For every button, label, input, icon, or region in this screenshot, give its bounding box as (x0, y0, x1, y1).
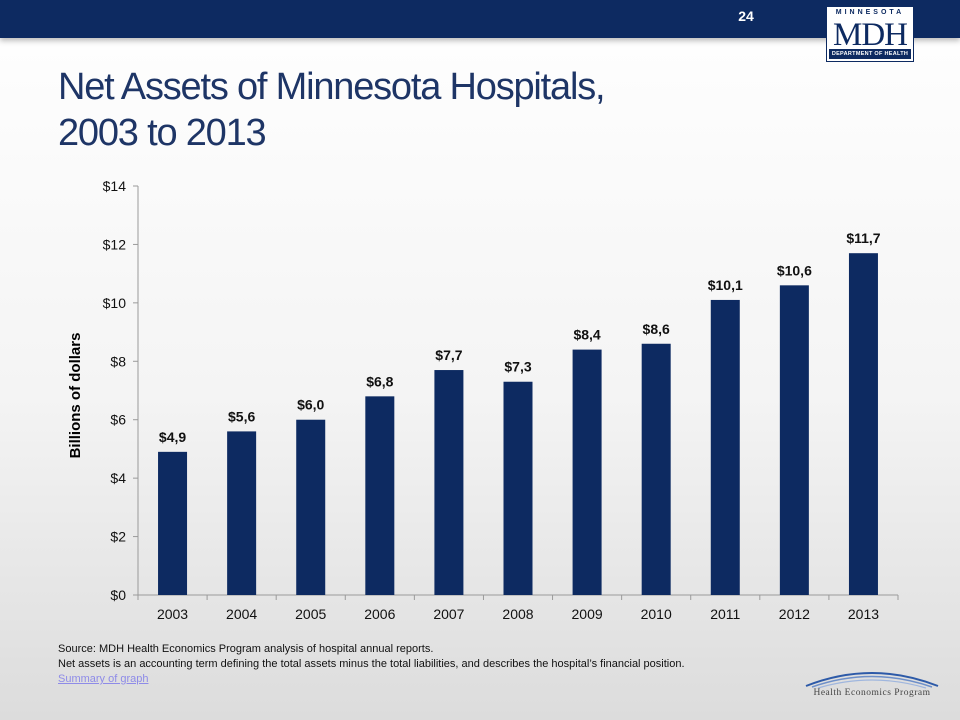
footer-notes: Source: MDH Health Economics Program ana… (58, 642, 778, 687)
bar-data-label: $11,7 (846, 230, 880, 246)
bar (158, 451, 188, 595)
y-axis-title: Billions of dollars (67, 333, 84, 459)
slide-number: 24 (738, 8, 754, 24)
health-economics-program-logo: Health Economics Program (796, 664, 948, 702)
program-name: Health Economics Program (813, 688, 931, 698)
bar-data-label: $6,8 (366, 373, 393, 389)
y-tick-label: $6 (110, 412, 126, 428)
logo-state-text: MINNESOTA (835, 9, 905, 16)
logo-mdh-text: MDH (832, 17, 908, 53)
x-tick-label: 2010 (641, 606, 672, 622)
top-banner (0, 0, 960, 38)
summary-of-graph-link[interactable]: Summary of graph (58, 673, 149, 685)
x-tick-label: 2007 (433, 606, 464, 622)
y-tick-label: $2 (110, 529, 126, 545)
bar-data-label: $4,9 (159, 429, 186, 445)
title-line-2: 2003 to 2013 (58, 112, 267, 154)
bar-data-label: $7,7 (435, 347, 462, 363)
arc-swoosh-icon (805, 672, 939, 689)
bar (296, 419, 326, 595)
bar-data-label: $10,6 (777, 262, 812, 278)
bar (572, 349, 602, 595)
bar (710, 299, 740, 595)
bar-data-label: $6,0 (297, 397, 324, 413)
y-tick-label: $4 (110, 470, 126, 486)
bar-data-label: $8,4 (573, 327, 600, 343)
y-tick-label: $14 (103, 178, 127, 194)
bar (227, 431, 257, 595)
title-line-1: Net Assets of Minnesota Hospitals, (58, 66, 606, 108)
y-tick-label: $12 (103, 236, 127, 252)
bar (365, 396, 395, 595)
bar (503, 381, 533, 595)
x-tick-label: 2006 (364, 606, 395, 622)
bar-data-label: $5,6 (228, 408, 255, 424)
x-tick-label: 2011 (710, 606, 740, 622)
bar-data-label: $8,6 (643, 321, 670, 337)
x-tick-label: 2013 (848, 606, 879, 622)
y-tick-label: $0 (110, 587, 126, 603)
bar (641, 343, 671, 595)
logo-department-text: DEPARTMENT OF HEALTH (829, 49, 911, 59)
x-tick-label: 2009 (572, 606, 603, 622)
x-tick-label: 2012 (779, 606, 810, 622)
bar-data-label: $7,3 (504, 359, 531, 375)
bar (779, 285, 809, 595)
x-tick-label: 2008 (502, 606, 533, 622)
slide-title: Net Assets of Minnesota Hospitals, 2003 … (58, 64, 758, 156)
bar (434, 370, 464, 595)
definition-note: Net assets is an accounting term definin… (58, 658, 685, 670)
mdh-logo: MINNESOTA MDH DEPARTMENT OF HEALTH (826, 6, 914, 62)
x-tick-label: 2004 (226, 606, 257, 622)
y-tick-label: $8 (110, 353, 126, 369)
x-tick-label: 2005 (295, 606, 326, 622)
x-tick-label: 2003 (157, 606, 188, 622)
bar-chart: $0 $2 $4 $6 $8 $10 $12 $14 Billions of dollars $4… (67, 178, 899, 622)
y-tick-label: $10 (103, 295, 127, 311)
source-note: Source: MDH Health Economics Program ana… (58, 643, 434, 655)
bar (848, 253, 878, 595)
bar-data-label: $10,1 (708, 277, 743, 293)
